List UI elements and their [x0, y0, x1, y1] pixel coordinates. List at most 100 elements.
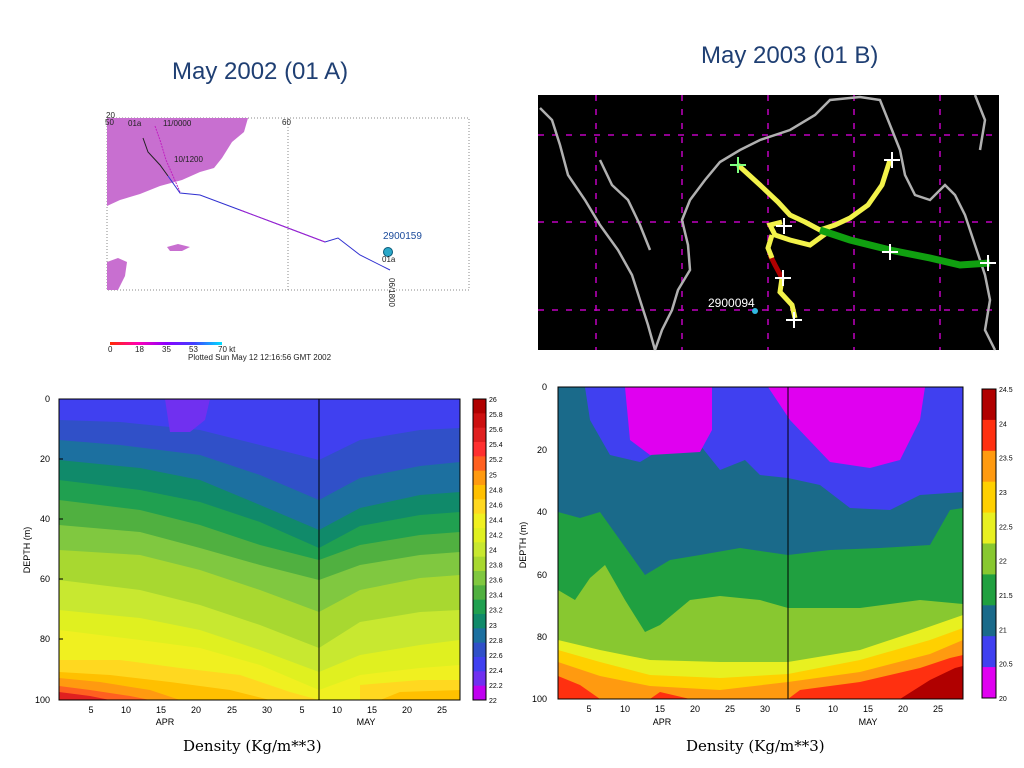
panel-a-xtick: 15	[156, 705, 166, 715]
map-a-float-id: 2900159	[383, 231, 422, 242]
panel-a-month-may: MAY	[357, 717, 376, 727]
colorbar-a-label: 23	[489, 623, 497, 630]
map-a-land-sw	[107, 258, 127, 290]
colorbar-a-swatch	[473, 657, 486, 672]
panel-a-xtick: 5	[88, 705, 93, 715]
panel-b-xtick: 15	[863, 704, 873, 714]
colorbar-b-label: 23	[999, 490, 1007, 497]
panel-b-ytick-40: 40	[537, 507, 547, 517]
map-a-float-marker	[383, 247, 393, 257]
colorbar-b-swatch	[982, 450, 996, 483]
panel-b-colorbar: 24.5 24 23.5 23 22.5 22 21.5 21 20.5 20	[981, 387, 1013, 703]
colorbar-a-swatch	[473, 614, 486, 629]
panel-b-ytick-0: 0	[542, 382, 547, 392]
colorbar-b-swatch	[982, 636, 996, 668]
map-b-position-crosses	[730, 152, 996, 328]
colorbar-a-swatch	[473, 542, 486, 558]
colorbar-a-label: 24.6	[489, 502, 503, 509]
panel-b-xtick: 25	[725, 704, 735, 714]
colorbar-a-swatch	[473, 499, 486, 515]
map-a-plotted-text: Plotted Sun May 12 12:16:56 GMT 2002	[188, 353, 332, 362]
colorbar-b-label: 24.5	[999, 387, 1013, 394]
map-b-coastline	[539, 94, 997, 351]
map-a-track-black	[142, 137, 169, 177]
colorbar-a-swatch	[473, 470, 486, 486]
title-left: May 2002 (01 A)	[172, 58, 349, 85]
map-b-track-red	[767, 253, 785, 280]
panel-b-frame	[557, 386, 964, 700]
panel-b-month-apr: APR	[653, 717, 672, 727]
colorbar-a-swatch	[473, 642, 486, 658]
panel-b-xtick: 10	[828, 704, 838, 714]
colorbar-b-swatch	[982, 543, 996, 575]
speed-label-53: 53	[189, 345, 198, 354]
colorbar-a-label: 22.6	[489, 653, 503, 660]
panel-b-ytick-80: 80	[537, 632, 547, 642]
panel-a-xtick: 25	[437, 705, 447, 715]
panel-a-contours	[59, 399, 460, 700]
panel-b-month-may: MAY	[859, 717, 878, 727]
colorbar-a-label: 25.2	[489, 457, 503, 464]
colorbar-a-swatch	[473, 599, 486, 615]
map-a-lon-label-50: 50	[105, 118, 114, 127]
colorbar-a-label: 23.2	[489, 608, 503, 615]
colorbar-a-label: 24	[489, 548, 497, 555]
contour-a-22-2	[165, 399, 210, 432]
colorbar-b-swatch	[982, 389, 996, 421]
colorbar-a-label: 24.4	[489, 517, 503, 524]
panel-b-xtick: 30	[760, 704, 770, 714]
colorbar-a-swatch	[473, 456, 486, 472]
contour-b-20	[625, 387, 925, 468]
panel-b-contours	[558, 387, 963, 699]
map-a-time-label-1: 11/0000	[163, 119, 192, 128]
panel-a-ticks	[59, 458, 63, 640]
colorbar-a-swatch	[473, 685, 486, 701]
panel-b-xtick: 15	[655, 704, 665, 714]
panel-b-xtick: 20	[898, 704, 908, 714]
speed-label-18: 18	[135, 345, 144, 354]
panel-a-xtick: 20	[402, 705, 412, 715]
panel-b-xtick: 20	[690, 704, 700, 714]
panel-a-ytick-100: 100	[35, 695, 50, 705]
colorbar-a-label: 22.8	[489, 638, 503, 645]
colorbar-a-swatch	[473, 528, 486, 543]
map-b-grid	[538, 95, 999, 350]
panel-a-ytick-60: 60	[40, 574, 50, 584]
contour-a-25-4	[59, 692, 110, 700]
panel-b-xtick: 5	[586, 704, 591, 714]
map-b-float-id: 2900094	[708, 296, 755, 310]
panel-b-ytick-100: 100	[532, 694, 547, 704]
map-a-time-label-3: 06/1800	[387, 278, 396, 307]
map-b-track-yellow-3	[765, 234, 798, 319]
panel-b-ylabel: DEPTH (m)	[518, 522, 528, 569]
map-b: 2900094	[538, 94, 999, 351]
colorbar-b-label: 22.5	[999, 524, 1013, 531]
panel-a-xtick: 15	[367, 705, 377, 715]
panel-a-ytick-0: 0	[45, 394, 50, 404]
colorbar-a-swatch	[473, 413, 486, 429]
colorbar-b-label: 22	[999, 559, 1007, 566]
panel-b-xtick: 25	[933, 704, 943, 714]
speed-label-70: 70 kt	[218, 345, 236, 354]
panel-b-xtick: 10	[620, 704, 630, 714]
colorbar-b-swatch	[982, 667, 996, 699]
colorbar-a-label: 25.6	[489, 427, 503, 434]
colorbar-a-label: 25.4	[489, 442, 503, 449]
map-a-lon-label-60: 60	[282, 118, 291, 127]
panel-a-ytick-40: 40	[40, 514, 50, 524]
panel-a-xtick: 30	[262, 705, 272, 715]
map-a-island	[167, 244, 190, 251]
colorbar-a-swatch	[473, 628, 486, 644]
colorbar-a-label: 22.2	[489, 683, 503, 690]
panel-a-ylabel: DEPTH (m)	[22, 527, 32, 574]
panel-a-colorbar: 26 25.8 25.6 25.4 25.2 25 24.8 24.6 24.4 24.2 24 23…	[472, 397, 503, 705]
colorbar-a-swatch	[473, 556, 486, 572]
speed-label-35: 35	[162, 345, 171, 354]
colorbar-a-swatch	[473, 571, 486, 586]
panel-b-ytick-20: 20	[537, 445, 547, 455]
colorbar-a-label: 24.8	[489, 487, 503, 494]
colorbar-a-label: 26	[489, 397, 497, 404]
colorbar-a-label: 22	[489, 698, 497, 705]
panel-b-xtick: 5	[795, 704, 800, 714]
